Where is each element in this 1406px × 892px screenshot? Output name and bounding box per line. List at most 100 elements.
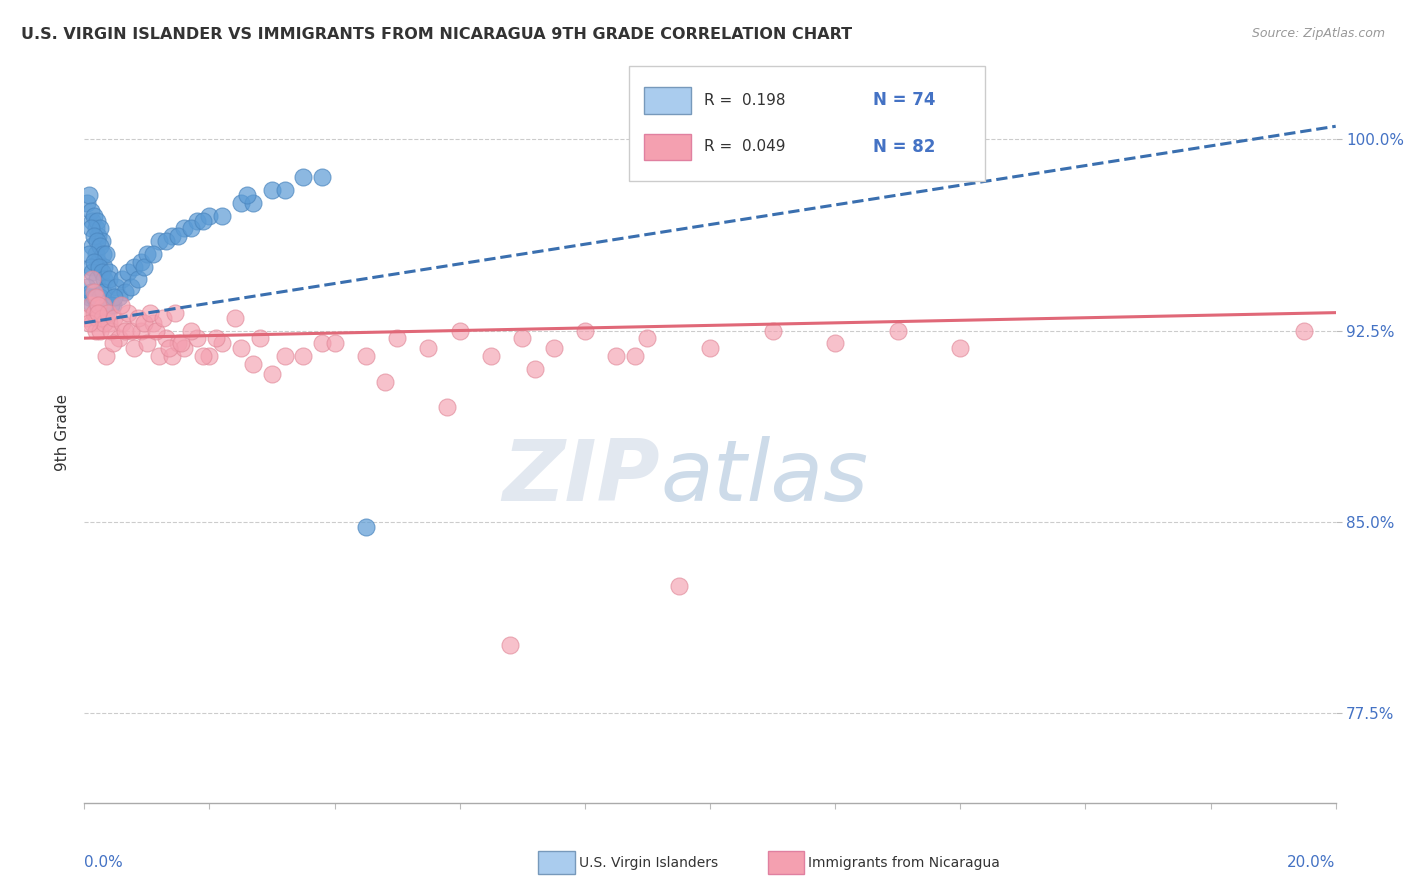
Point — [193, 349, 215, 363]
FancyBboxPatch shape — [628, 66, 986, 181]
Text: U.S. Virgin Islanders: U.S. Virgin Islanders — [579, 855, 718, 870]
Point — [86, 298, 108, 312]
Point — [101, 298, 124, 312]
Point — [129, 254, 152, 268]
Point — [120, 280, 142, 294]
Point — [86, 234, 108, 248]
Point — [186, 331, 208, 345]
Point — [173, 342, 195, 356]
Point — [699, 342, 721, 356]
Point — [97, 305, 120, 319]
Point — [198, 349, 221, 363]
Point — [139, 305, 162, 319]
Point — [157, 342, 180, 356]
Point — [142, 247, 165, 261]
Point — [89, 260, 111, 274]
Point — [198, 209, 221, 223]
Text: R =  0.049: R = 0.049 — [704, 139, 786, 154]
Point — [87, 254, 110, 268]
Point — [83, 209, 105, 223]
Point — [605, 349, 627, 363]
Point — [93, 272, 115, 286]
Point — [211, 209, 233, 223]
Point — [479, 349, 502, 363]
Point — [949, 342, 972, 356]
Point — [292, 349, 315, 363]
Point — [79, 221, 101, 235]
Point — [637, 331, 659, 345]
Point — [165, 305, 187, 319]
Point — [204, 331, 226, 345]
Point — [79, 203, 101, 218]
Point — [180, 324, 202, 338]
Text: U.S. VIRGIN ISLANDER VS IMMIGRANTS FROM NICARAGUA 9TH GRADE CORRELATION CHART: U.S. VIRGIN ISLANDER VS IMMIGRANTS FROM … — [21, 27, 852, 42]
Point — [111, 272, 134, 286]
Point — [79, 247, 101, 261]
Point — [84, 324, 107, 338]
Point — [84, 221, 107, 235]
Point — [142, 316, 165, 330]
Point — [89, 221, 111, 235]
Point — [762, 324, 785, 338]
Point — [77, 290, 100, 304]
Point — [79, 298, 101, 312]
Point — [83, 290, 105, 304]
Point — [262, 183, 284, 197]
Point — [180, 221, 202, 235]
Point — [80, 298, 103, 312]
Point — [80, 272, 103, 286]
Point — [120, 324, 142, 338]
Point — [114, 285, 136, 300]
Point — [211, 336, 233, 351]
Point — [117, 305, 139, 319]
Point — [354, 349, 377, 363]
Point — [624, 349, 647, 363]
Point — [186, 213, 208, 227]
Point — [80, 213, 103, 227]
Point — [418, 342, 440, 356]
Point — [103, 290, 125, 304]
Point — [273, 183, 295, 197]
Point — [323, 336, 346, 351]
Point — [91, 298, 114, 312]
Point — [79, 285, 101, 300]
Point — [90, 234, 112, 248]
Point — [242, 195, 264, 210]
Text: 0.0%: 0.0% — [84, 855, 124, 870]
Point — [155, 234, 177, 248]
Point — [224, 310, 246, 325]
Point — [449, 324, 471, 338]
Point — [229, 195, 252, 210]
Point — [249, 331, 271, 345]
Point — [93, 316, 115, 330]
Point — [96, 305, 118, 319]
Point — [110, 298, 132, 312]
Point — [84, 247, 107, 261]
Point — [242, 357, 264, 371]
Point — [273, 349, 295, 363]
Point — [104, 280, 127, 294]
Point — [90, 310, 112, 325]
Point — [96, 349, 118, 363]
Text: atlas: atlas — [659, 435, 868, 518]
Point — [127, 310, 149, 325]
Point — [132, 260, 155, 274]
Point — [236, 188, 259, 202]
Point — [79, 316, 101, 330]
Point — [79, 188, 101, 202]
Point — [76, 280, 98, 294]
Point — [173, 221, 195, 235]
Point — [523, 361, 546, 376]
Point — [101, 336, 124, 351]
Point — [107, 290, 129, 304]
Point — [111, 316, 134, 330]
Point — [103, 310, 125, 325]
Point — [824, 336, 846, 351]
Point — [145, 324, 167, 338]
Point — [100, 298, 122, 312]
Point — [87, 229, 110, 244]
Point — [114, 324, 136, 338]
Point — [543, 342, 565, 356]
Point — [117, 265, 139, 279]
Point — [385, 331, 409, 345]
